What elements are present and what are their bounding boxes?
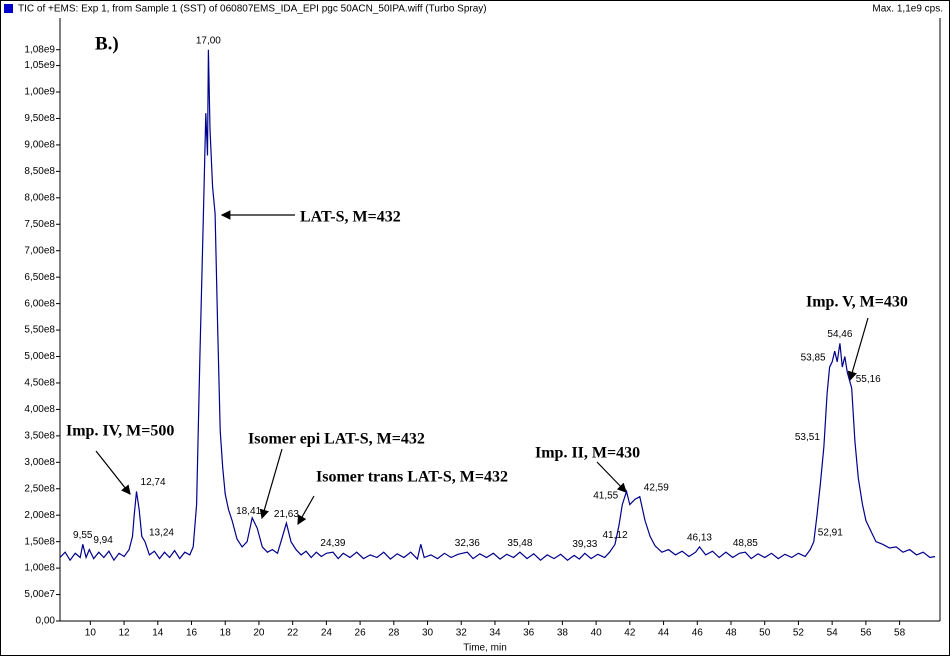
annotation: Imp. II, M=430: [535, 445, 640, 462]
peak-label: 42,59: [644, 482, 669, 493]
y-tick-label: 0,00: [36, 616, 56, 627]
y-tick-label: 7,50e8: [24, 219, 55, 230]
peak-label: 21,63: [274, 509, 299, 520]
annotation: Imp. IV, M=500: [66, 423, 174, 440]
x-tick-label: 58: [894, 628, 906, 639]
x-tick-label: 54: [827, 628, 839, 639]
x-tick-label: 38: [557, 628, 569, 639]
y-tick-label: 3,50e8: [24, 430, 55, 441]
x-tick-label: 14: [152, 628, 164, 639]
x-tick-label: 42: [624, 628, 636, 639]
y-tick-label: 1,00e9: [24, 87, 55, 98]
header-max: Max. 1,1e9 cps.: [872, 4, 943, 15]
x-tick-label: 48: [725, 628, 737, 639]
peak-label: 18,41: [236, 506, 261, 517]
y-tick-label: 3,00e8: [24, 457, 55, 468]
x-tick-label: 10: [85, 628, 97, 639]
peak-label: 55,16: [856, 374, 881, 385]
peak-label: 52,91: [818, 527, 843, 538]
x-tick-label: 12: [119, 628, 131, 639]
x-tick-label: 40: [591, 628, 603, 639]
x-tick-label: 34: [489, 628, 501, 639]
annotation: Imp. V, M=430: [806, 294, 908, 311]
peak-label: 48,85: [733, 538, 758, 549]
peak-label: 12,74: [141, 477, 166, 488]
y-tick-label: 2,50e8: [24, 483, 55, 494]
y-tick-label: 2,00e8: [24, 510, 55, 521]
legend-swatch: [4, 4, 13, 13]
y-tick-label: 8,50e8: [24, 166, 55, 177]
y-tick-label: 5,00e7: [24, 589, 55, 600]
x-tick-label: 16: [186, 628, 198, 639]
y-tick-label: 5,00e8: [24, 351, 55, 362]
x-tick-label: 26: [355, 628, 367, 639]
peak-label: 9,94: [93, 535, 113, 546]
y-tick-label: 9,50e8: [24, 113, 55, 124]
arrow: [259, 448, 283, 520]
x-tick-label: 50: [759, 628, 771, 639]
trace-line: [59, 49, 936, 562]
peak-label: 17,00: [196, 35, 221, 46]
peak-label: 46,13: [687, 533, 712, 544]
y-tick-label: 4,00e8: [24, 404, 55, 415]
y-tick-label: 1,00e8: [24, 563, 55, 574]
peak-label: 54,46: [827, 329, 852, 340]
arrow: [596, 461, 627, 493]
peak-label: 41,12: [602, 530, 627, 541]
arrow: [847, 317, 869, 382]
y-tick-label: 5,50e8: [24, 325, 55, 336]
x-tick-label: 28: [388, 628, 400, 639]
x-tick-label: 32: [456, 628, 468, 639]
x-tick-label: 24: [321, 628, 333, 639]
peak-label: 39,33: [572, 539, 597, 550]
arrows: [95, 210, 869, 526]
y-tick-label: 6,00e8: [24, 298, 55, 309]
peak-label: 13,24: [149, 527, 174, 538]
x-tick-label: 18: [220, 628, 232, 639]
header-title: TIC of +EMS: Exp 1, from Sample 1 (SST) …: [18, 4, 487, 15]
x-tick-label: 44: [658, 628, 670, 639]
x-tick-label: 30: [422, 628, 434, 639]
peak-label: 53,85: [801, 353, 826, 364]
peak-label: 9,55: [73, 530, 93, 541]
arrow: [95, 450, 131, 495]
x-tick-label: 36: [523, 628, 535, 639]
y-tick-label: 9,00e8: [24, 140, 55, 151]
peak-label: 35,48: [507, 538, 532, 549]
x-tick-label: 46: [692, 628, 704, 639]
annotation: Isomer epi LAT-S, M=432: [248, 431, 425, 448]
y-tick-label: 1,05e9: [24, 60, 55, 71]
panel-label: B.): [95, 33, 119, 54]
peak-label: 24,39: [320, 538, 345, 549]
x-axis-title: Time, min: [463, 643, 507, 654]
x-tick-label: 52: [793, 628, 805, 639]
y-tick-label: 8,00e8: [24, 192, 55, 203]
x-tick-label: 20: [253, 628, 265, 639]
annotation: LAT-S, M=432: [300, 209, 401, 226]
y-tick-label: 1,08e9: [24, 44, 55, 55]
arrow: [297, 495, 315, 526]
y-tick-label: 1,50e8: [24, 536, 55, 547]
y-tick-label: 4,50e8: [24, 378, 55, 389]
peak-label: 32,36: [455, 538, 480, 549]
annotation: Isomer trans LAT-S, M=432: [316, 469, 508, 486]
peak-label: 41,55: [593, 490, 618, 501]
y-tick-label: 7,00e8: [24, 245, 55, 256]
x-tick-label: 56: [860, 628, 872, 639]
x-tick-label: 22: [287, 628, 299, 639]
peak-label: 53,51: [795, 432, 820, 443]
y-tick-label: 6,50e8: [24, 272, 55, 283]
